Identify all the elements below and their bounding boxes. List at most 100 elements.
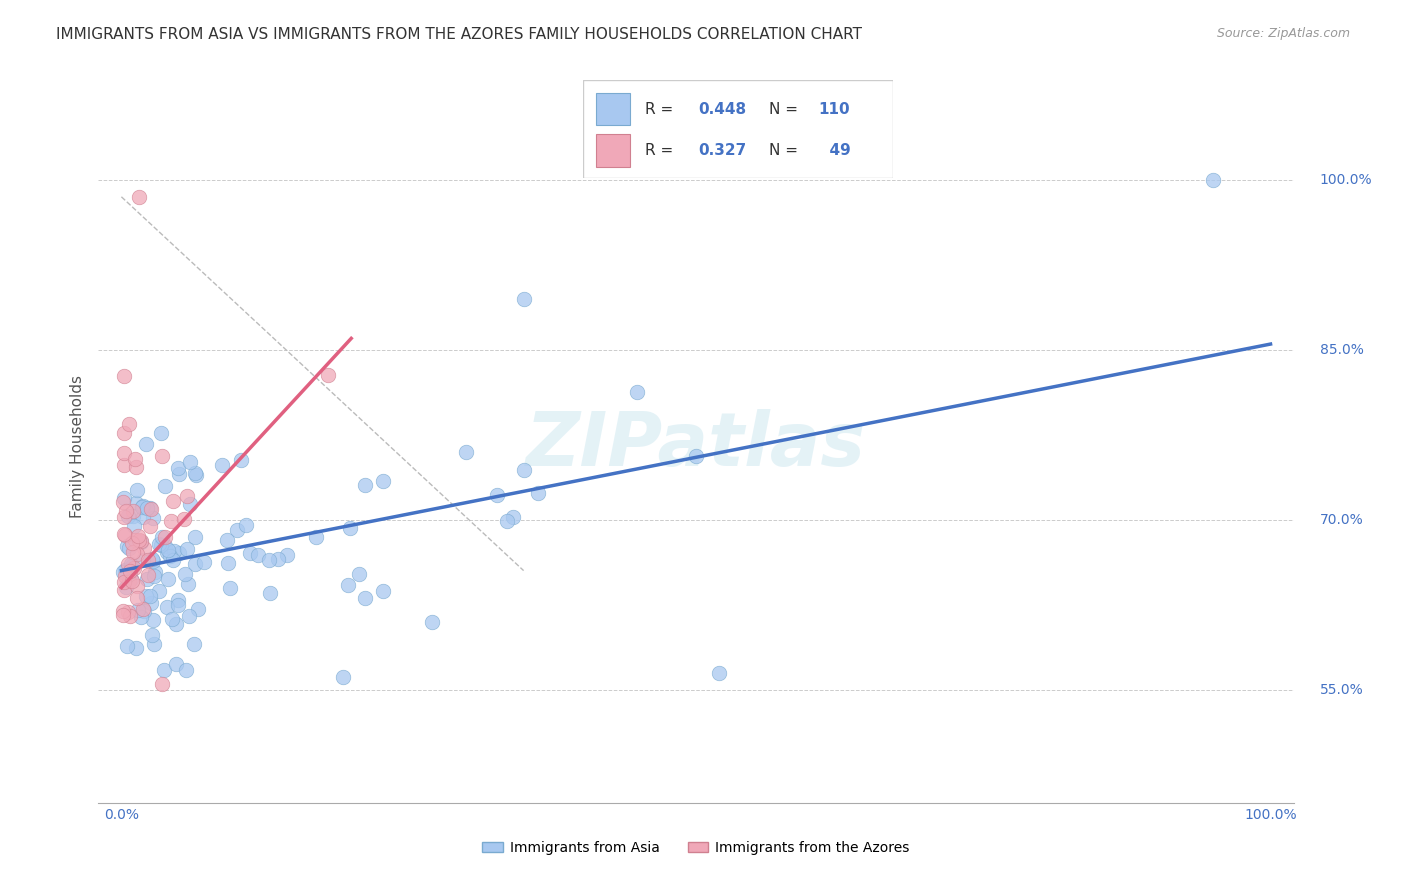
Immigrants from Asia — [142, 510, 165, 524]
Immigrants from Asia — [259, 585, 281, 599]
Text: IMMIGRANTS FROM ASIA VS IMMIGRANTS FROM THE AZORES FAMILY HOUSEHOLDS CORRELATION: IMMIGRANTS FROM ASIA VS IMMIGRANTS FROM … — [56, 27, 862, 42]
Immigrants from Asia — [132, 499, 155, 513]
Immigrants from Asia — [132, 552, 155, 566]
Immigrants from Asia — [159, 549, 181, 563]
Immigrants from the Azores — [127, 529, 149, 543]
Immigrants from the Azores — [173, 512, 195, 526]
Immigrants from the Azores — [114, 528, 136, 542]
Immigrants from Asia — [229, 452, 252, 467]
Immigrants from the Azores — [112, 425, 135, 440]
Immigrants from Asia — [685, 449, 707, 463]
Immigrants from Asia — [177, 577, 200, 591]
Immigrants from the Azores — [111, 608, 134, 623]
Immigrants from Asia — [454, 445, 477, 459]
Immigrants from the Azores — [128, 533, 150, 548]
Immigrants from the Azores — [127, 579, 149, 593]
Immigrants from Asia — [114, 563, 136, 577]
Immigrants from Asia — [134, 590, 156, 604]
Immigrants from Asia — [526, 486, 548, 500]
Immigrants from Asia — [174, 567, 197, 582]
Immigrants from Asia — [131, 610, 153, 624]
Immigrants from Asia — [112, 491, 135, 505]
Immigrants from Asia — [354, 477, 377, 491]
Immigrants from Asia — [176, 541, 198, 556]
Immigrants from Asia — [166, 460, 188, 475]
Immigrants from Asia — [148, 537, 170, 551]
Immigrants from Asia — [337, 578, 360, 592]
Text: 55.0%: 55.0% — [1320, 682, 1364, 697]
Immigrants from Asia — [156, 600, 179, 615]
Immigrants from Asia — [148, 584, 170, 599]
Text: 70.0%: 70.0% — [1320, 513, 1364, 526]
Immigrants from Asia — [117, 508, 139, 523]
Text: ZIPatlas: ZIPatlas — [526, 409, 866, 483]
Immigrants from Asia — [167, 599, 190, 613]
Immigrants from Asia — [211, 458, 233, 473]
Immigrants from Asia — [142, 637, 165, 651]
Immigrants from Asia — [142, 554, 165, 568]
Immigrants from the Azores — [118, 564, 141, 578]
Immigrants from Asia — [131, 500, 153, 515]
Immigrants from Asia — [160, 612, 183, 626]
Immigrants from Asia — [226, 523, 249, 537]
Immigrants from the Azores — [138, 519, 160, 533]
Immigrants from Asia — [115, 639, 138, 653]
Immigrants from Asia — [149, 425, 172, 440]
Immigrants from Asia — [162, 553, 184, 567]
Immigrants from Asia — [120, 557, 142, 571]
Immigrants from Asia — [156, 545, 179, 559]
Immigrants from the Azores — [150, 677, 173, 691]
Immigrants from the Azores — [121, 574, 143, 589]
Immigrants from Asia — [167, 467, 190, 482]
Immigrants from Asia — [177, 609, 200, 624]
Immigrants from the Azores — [112, 527, 135, 541]
Immigrants from the Azores — [112, 582, 135, 597]
Immigrants from the Azores — [128, 190, 150, 204]
Immigrants from Asia — [219, 581, 242, 595]
Legend: Immigrants from Asia, Immigrants from the Azores: Immigrants from Asia, Immigrants from th… — [477, 835, 915, 860]
Immigrants from the Azores — [112, 446, 135, 460]
Immigrants from Asia — [187, 601, 209, 615]
Immigrants from Asia — [121, 558, 143, 573]
Immigrants from the Azores — [153, 530, 176, 544]
Text: 85.0%: 85.0% — [1320, 343, 1364, 357]
Immigrants from Asia — [184, 467, 207, 481]
Immigrants from the Azores — [112, 604, 135, 618]
Immigrants from Asia — [512, 463, 534, 477]
Immigrants from Asia — [115, 539, 138, 553]
Immigrants from Asia — [153, 539, 176, 553]
Text: 0.448: 0.448 — [697, 102, 747, 117]
Immigrants from Asia — [174, 663, 197, 677]
Immigrants from Asia — [184, 557, 207, 571]
Immigrants from Asia — [420, 615, 443, 629]
Immigrants from Asia — [257, 553, 280, 567]
Immigrants from Asia — [502, 510, 524, 524]
Immigrants from Asia — [626, 384, 648, 399]
Immigrants from Asia — [353, 591, 375, 606]
Immigrants from the Azores — [134, 541, 156, 555]
Immigrants from Asia — [136, 572, 159, 586]
Immigrants from Asia — [142, 613, 165, 627]
Immigrants from Asia — [235, 517, 257, 532]
Immigrants from Asia — [152, 664, 174, 678]
Immigrants from Asia — [193, 555, 215, 569]
Immigrants from the Azores — [118, 417, 141, 431]
Immigrants from Asia — [150, 538, 173, 552]
Immigrants from the Azores — [122, 504, 145, 518]
Immigrants from Asia — [156, 543, 179, 558]
Immigrants from the Azores — [124, 452, 146, 467]
Immigrants from Asia — [276, 549, 298, 563]
Bar — [596, 134, 630, 167]
Text: R =: R = — [645, 143, 679, 158]
Immigrants from Asia — [371, 584, 394, 599]
Immigrants from Asia — [707, 665, 730, 680]
Immigrants from Asia — [165, 657, 187, 672]
Immigrants from Asia — [135, 437, 157, 451]
Immigrants from Asia — [166, 593, 188, 607]
Immigrants from Asia — [247, 549, 270, 563]
Immigrants from the Azores — [129, 533, 152, 548]
Immigrants from Asia — [143, 565, 166, 579]
Immigrants from the Azores — [176, 489, 198, 503]
Immigrants from Asia — [163, 544, 186, 558]
Text: 100.0%: 100.0% — [1320, 173, 1372, 186]
